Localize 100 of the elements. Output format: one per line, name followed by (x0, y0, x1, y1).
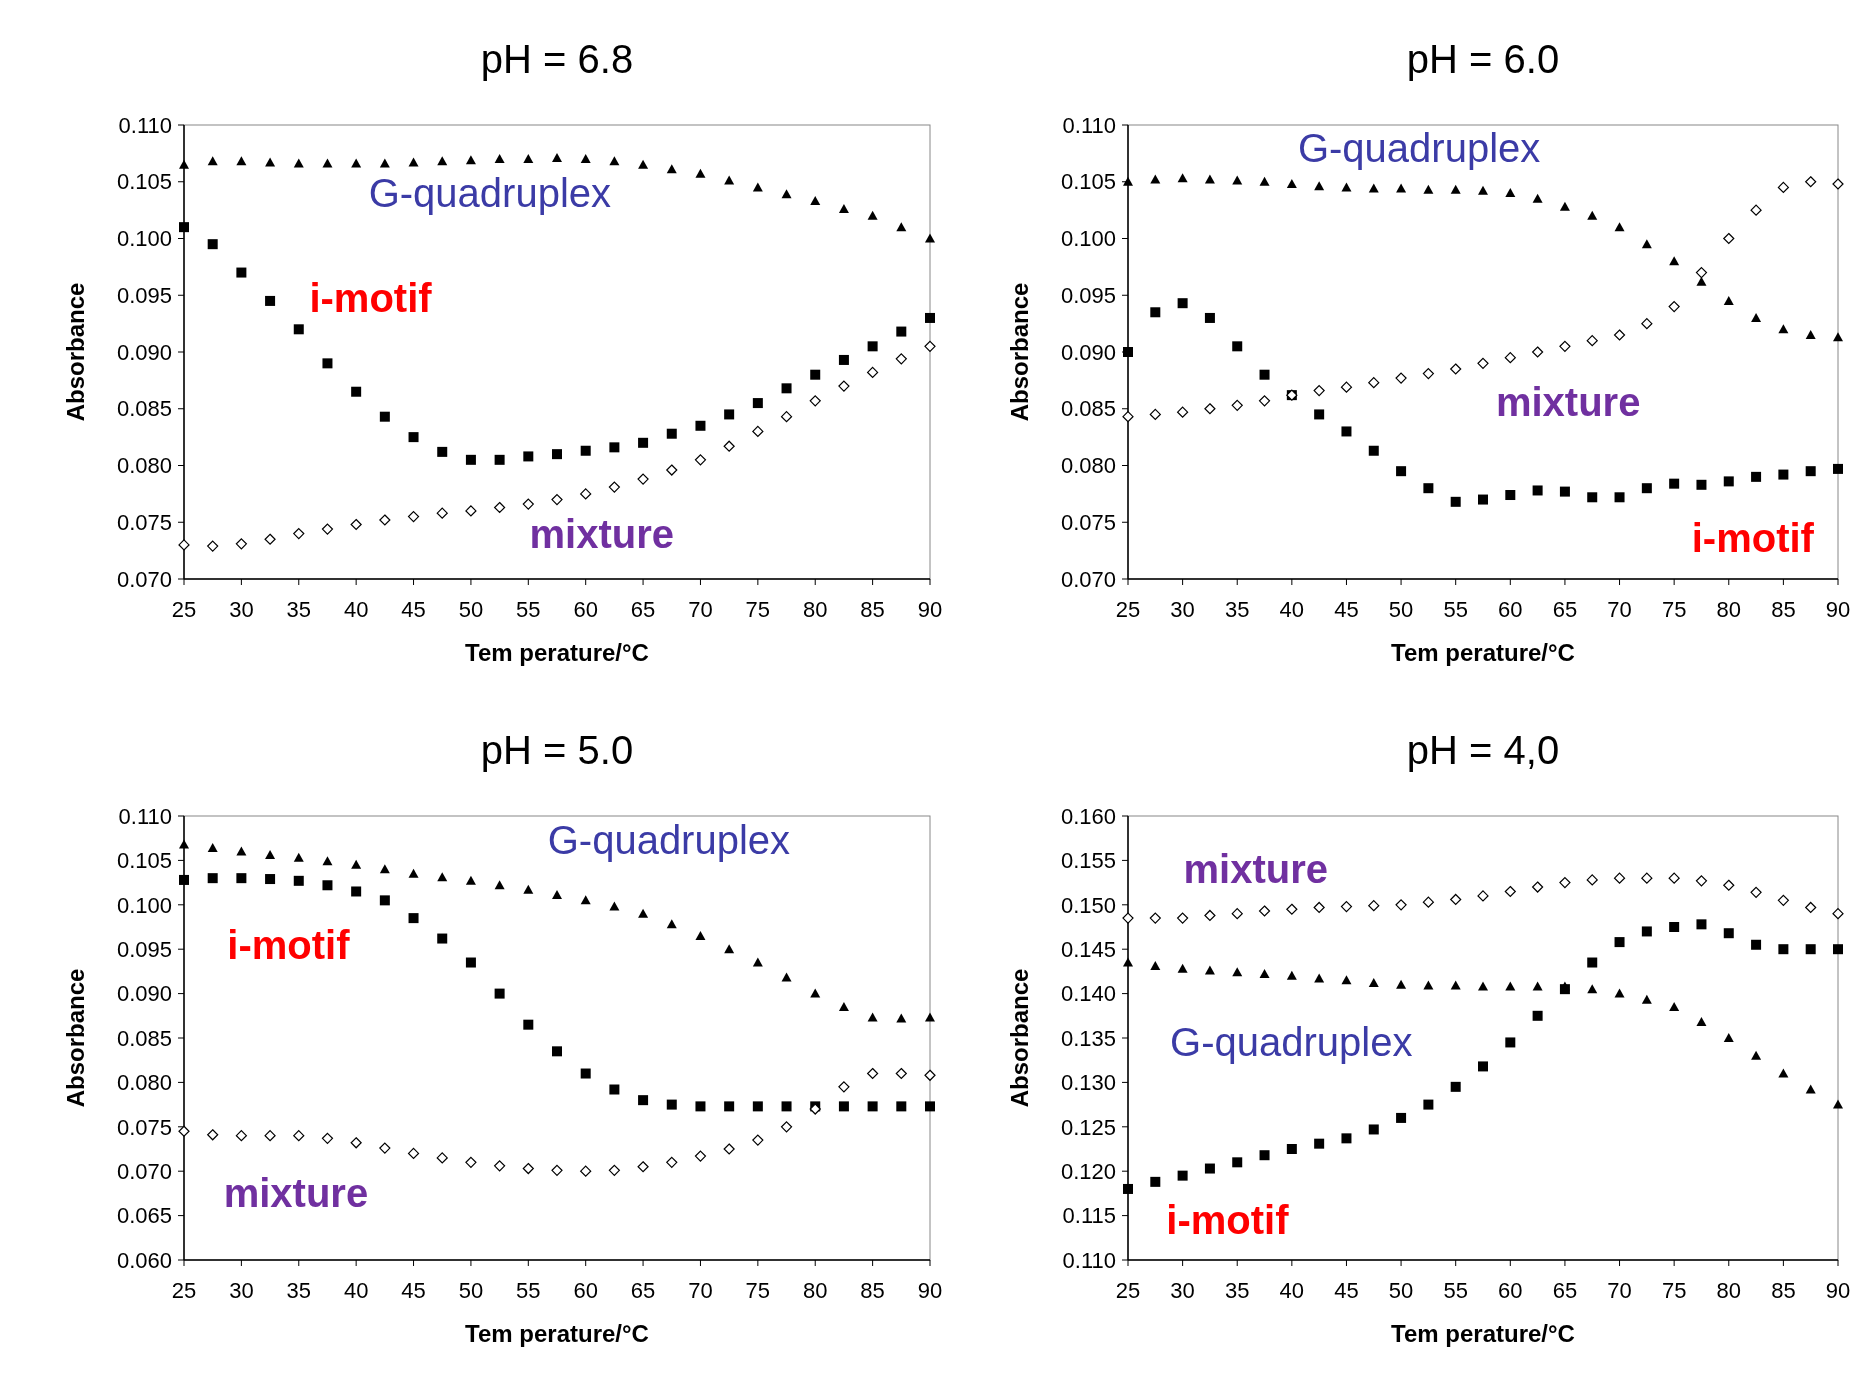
point (924, 1069, 936, 1081)
y-tick-label: 0.145 (1060, 936, 1116, 962)
point (752, 182, 763, 192)
point (666, 919, 677, 929)
point (350, 1137, 362, 1149)
point (293, 852, 304, 862)
point (666, 1099, 677, 1110)
point (1477, 357, 1489, 369)
point (437, 872, 448, 882)
point (1395, 899, 1407, 911)
point (1204, 403, 1216, 415)
y-tick-label: 0.110 (1062, 112, 1116, 138)
point (1149, 912, 1161, 924)
point (896, 326, 907, 337)
point (179, 159, 189, 169)
point (1532, 485, 1543, 496)
point (1833, 944, 1843, 955)
series-label: G-quadruplex (368, 171, 612, 216)
y-tick-label: 0.125 (1060, 1114, 1116, 1140)
point (522, 498, 534, 510)
point (235, 538, 247, 550)
point (1450, 980, 1461, 990)
point (465, 155, 476, 165)
point (207, 239, 218, 250)
point (1368, 377, 1380, 389)
point (465, 875, 476, 885)
point (1723, 232, 1735, 245)
x-tick-label: 75 (1661, 1278, 1687, 1303)
point (407, 1147, 420, 1160)
point (351, 158, 362, 168)
point (695, 420, 706, 431)
point (637, 1161, 649, 1173)
point (1614, 937, 1625, 948)
point (1232, 341, 1243, 352)
x-tick-label: 75 (1661, 597, 1687, 622)
series-label: G-quadruplex (1297, 125, 1541, 170)
point (666, 464, 678, 476)
point (465, 454, 476, 465)
x-tick-label: 45 (401, 597, 426, 622)
point (1586, 874, 1598, 886)
point (1696, 1017, 1707, 1027)
y-tick-label: 0.105 (116, 848, 172, 874)
point (494, 880, 505, 890)
point (494, 154, 505, 164)
point (1232, 967, 1243, 977)
point (293, 324, 304, 335)
point (522, 1162, 534, 1175)
point (236, 846, 247, 856)
point (1204, 312, 1215, 323)
point (494, 988, 505, 999)
point (1341, 975, 1352, 985)
point (896, 222, 907, 232)
point (1286, 1144, 1297, 1154)
point (1450, 184, 1461, 194)
point (580, 1068, 591, 1079)
point (1505, 490, 1516, 501)
point (609, 442, 620, 453)
y-tick-label: 0.100 (116, 892, 172, 918)
point (523, 884, 534, 894)
point (236, 873, 247, 884)
point (1478, 1061, 1488, 1072)
x-tick-label: 80 (1716, 597, 1742, 622)
point (408, 913, 419, 924)
point (781, 189, 792, 199)
point (638, 159, 649, 169)
point (437, 933, 448, 944)
point (1805, 329, 1816, 339)
y-tick-label: 0.135 (1060, 1025, 1116, 1051)
point (809, 395, 821, 407)
point (1177, 406, 1189, 418)
point (666, 164, 677, 174)
point (551, 1164, 563, 1176)
x-tick-label: 45 (1334, 597, 1359, 622)
point (465, 505, 477, 517)
point (207, 1129, 219, 1141)
point (1614, 492, 1625, 503)
series-label: i-motif (309, 275, 433, 320)
y-axis-title: Absorbance (62, 282, 89, 422)
point (723, 1143, 735, 1155)
y-tick-label: 0.080 (1060, 453, 1116, 479)
point (752, 1101, 763, 1112)
point (236, 156, 247, 166)
point (638, 908, 649, 918)
x-tick-label: 25 (1115, 1278, 1141, 1303)
point (1777, 181, 1789, 194)
x-tick-label: 75 (745, 1278, 771, 1303)
point (1669, 1001, 1680, 1011)
point (1805, 944, 1816, 955)
point (895, 353, 907, 365)
x-tick-label: 30 (1170, 1278, 1195, 1303)
y-tick-label: 0.100 (1060, 226, 1116, 252)
point (838, 354, 849, 365)
x-tick-label: 60 (573, 1278, 598, 1303)
point (752, 1134, 764, 1146)
point (895, 1067, 907, 1080)
point (293, 875, 304, 886)
point (1423, 980, 1434, 990)
point (1559, 984, 1570, 995)
point (924, 340, 936, 352)
point (265, 874, 276, 885)
